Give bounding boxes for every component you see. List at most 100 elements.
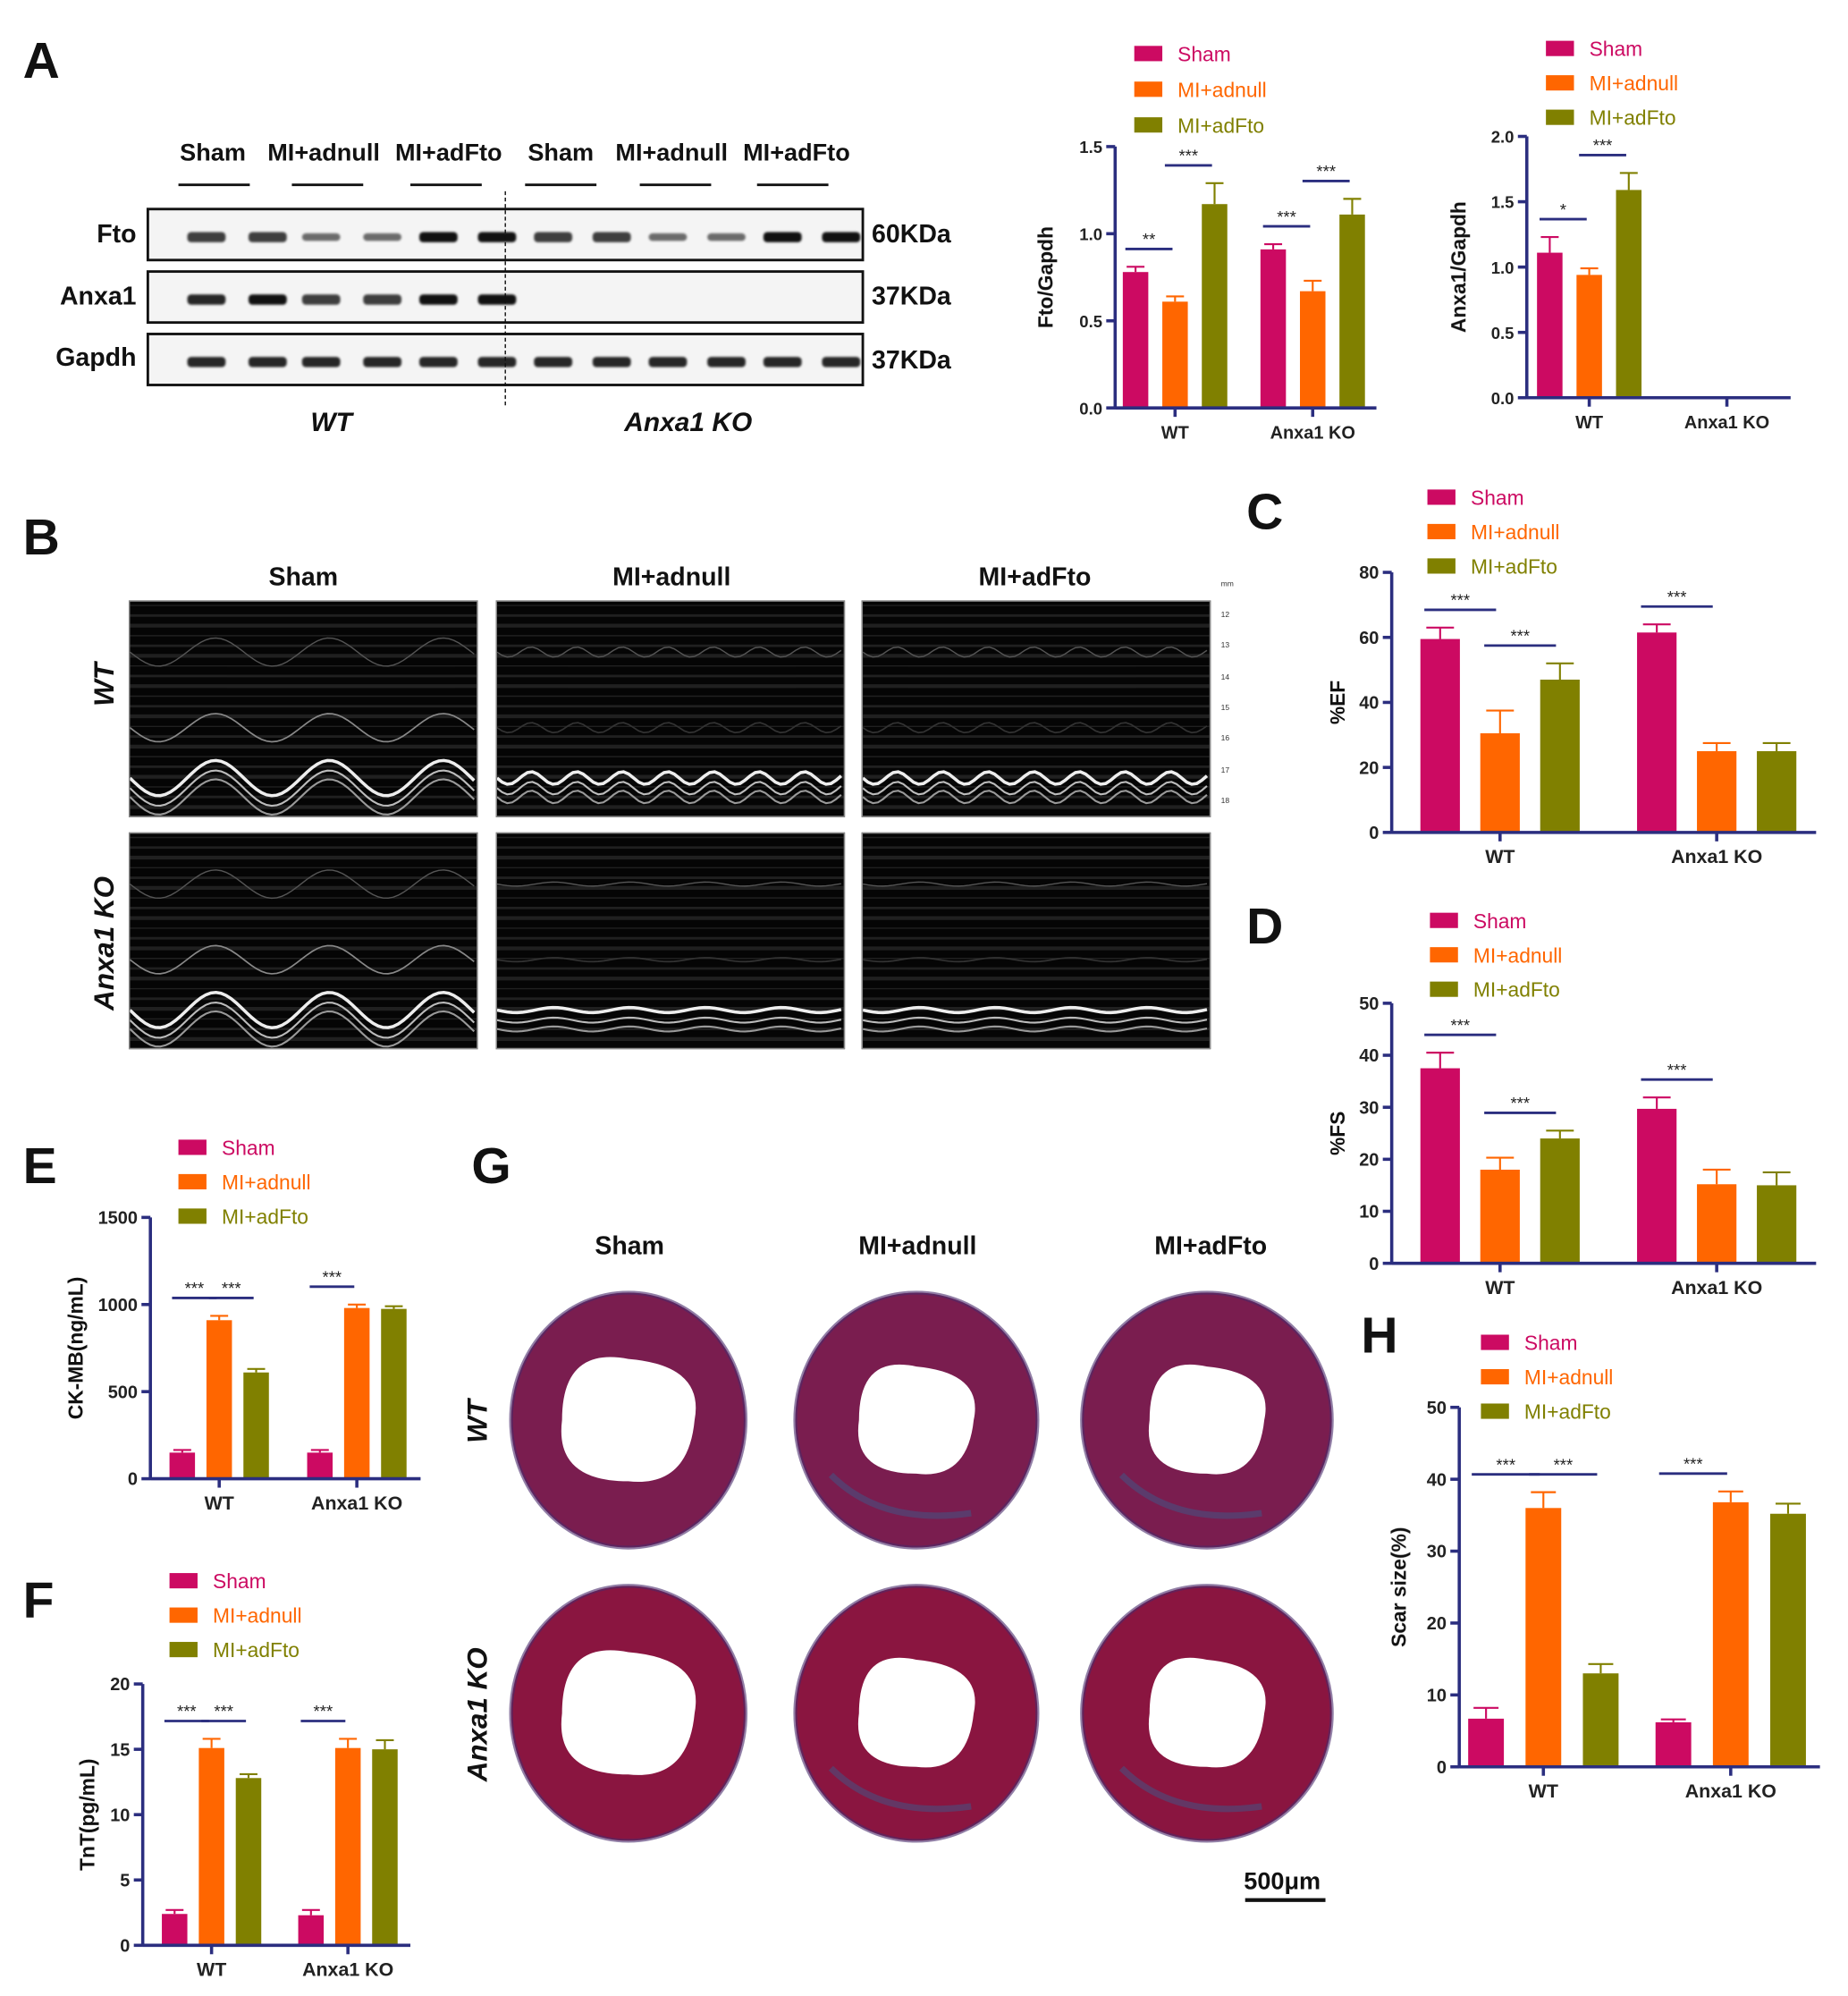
kda-label: 37KDa [872, 283, 951, 311]
legend-label: Sham [213, 1569, 266, 1593]
significance-label: *** [1683, 1455, 1703, 1474]
bar-mi-adnull-wt [198, 1747, 224, 1946]
legend-swatch [1427, 523, 1456, 539]
significance-label: *** [1277, 207, 1296, 226]
x-tick-label: WT [197, 1959, 226, 1981]
x-tick-label: Anxa1 KO [1671, 1277, 1762, 1298]
scale-unit: mm [1220, 581, 1234, 589]
protein-band [301, 233, 341, 241]
legend-swatch [1481, 1403, 1509, 1419]
heart-section-image [1070, 1283, 1344, 1557]
bar-mi-adfto-anxa1-ko [372, 1749, 398, 1946]
bar-mi-adnull-anxa1-ko [1712, 1501, 1749, 1767]
lane-label: MI+adnull [267, 140, 380, 167]
bar-mi-adfto-anxa1-ko [1757, 750, 1797, 833]
x-tick-label: WT [1485, 846, 1515, 867]
legend-label: MI+adnull [1524, 1366, 1613, 1389]
x-tick-label: Anxa1 KO [1270, 423, 1355, 443]
y-tick-label: 1.0 [1491, 258, 1515, 277]
panel-label-h: H [1361, 1307, 1398, 1365]
protein-band [187, 294, 226, 305]
y-axis-label: %EF [1326, 681, 1349, 724]
y-axis-label: Scar size(%) [1387, 1527, 1410, 1647]
significance-label: *** [177, 1702, 197, 1721]
significance-label: *** [222, 1279, 241, 1298]
y-axis-label: Fto/Gapdh [1034, 226, 1057, 328]
protein-band [534, 357, 573, 368]
protein-band [477, 232, 517, 242]
legend-swatch [1546, 75, 1574, 91]
y-tick-label: 10 [1427, 1686, 1447, 1705]
scale-bar [1245, 1898, 1326, 1902]
scale-tick-label: 18 [1220, 798, 1230, 806]
chart-anxa1: Sham MI+adnull MI+adFto WT Anxa1 KO 0.0 0.5 1.0… [1447, 38, 1791, 433]
y-tick-label: 500 [108, 1383, 138, 1402]
y-tick-label: 1.0 [1079, 224, 1102, 243]
legend-label: MI+adFto [1177, 114, 1264, 137]
y-tick-label: 0 [1437, 1758, 1447, 1778]
bar-sham-wt [162, 1914, 188, 1946]
panel-label-e: E [22, 1138, 57, 1195]
heart-section-image [1070, 1577, 1344, 1850]
chart-scar: Sham MI+adnull MI+adFto WT Anxa1 KO 0 10 20 30 40… [1387, 1332, 1820, 1802]
significance-label: *** [1510, 1094, 1530, 1112]
protein-band [763, 232, 802, 242]
significance-label: *** [1450, 591, 1470, 610]
bar-sham-anxa1-ko [1637, 1108, 1677, 1264]
significance-label: *** [185, 1279, 205, 1298]
legend-swatch [178, 1139, 207, 1155]
bar-mi-adfto-anxa1-ko [1339, 214, 1365, 409]
y-axis-label: %FS [1326, 1112, 1349, 1155]
legend-swatch [169, 1573, 198, 1589]
x-tick-label: WT [205, 1493, 234, 1514]
significance-label: * [1560, 200, 1566, 219]
legend-label: Sham [1473, 909, 1527, 933]
bar-mi-adnull-anxa1-ko [1300, 291, 1326, 409]
bar-mi-adnull-wt [1480, 732, 1520, 833]
bar-mi-adnull-anxa1-ko [1697, 1184, 1737, 1264]
chart-fs: Sham MI+adnull MI+adFto WT Anxa1 KO 0 10 20 30 40… [1326, 909, 1817, 1298]
protein-band [592, 357, 631, 368]
heart-section-image [492, 1577, 765, 1850]
legend-label: MI+adFto [213, 1638, 300, 1662]
legend-label: MI+adFto [1471, 554, 1557, 578]
echo-image [495, 832, 846, 1050]
legend-label: Sham [1590, 38, 1643, 61]
y-tick-label: 40 [1427, 1470, 1447, 1490]
significance-label: *** [1667, 588, 1687, 606]
lane-underline [178, 183, 250, 187]
panel-label-c: C [1246, 484, 1284, 541]
legend-swatch [1427, 489, 1456, 505]
protein-label-anxa1: Anxa1 [59, 283, 137, 311]
kda-label: 37KDa [872, 346, 951, 376]
protein-band [648, 357, 688, 368]
legend-swatch [178, 1208, 207, 1224]
protein-band [187, 357, 226, 368]
lane-label: MI+adFto [394, 140, 502, 167]
bar-mi-adnull-anxa1-ko [343, 1307, 370, 1479]
scale-tick-label: 14 [1220, 673, 1230, 682]
y-tick-label: 0 [1369, 824, 1379, 843]
lane-label: Sham [180, 140, 246, 167]
legend-swatch [1427, 558, 1456, 574]
legend-label: MI+adnull [213, 1604, 301, 1628]
protein-band [301, 357, 341, 368]
protein-band [301, 294, 341, 305]
legend-label: MI+adnull [1177, 78, 1266, 101]
y-tick-label: 1.5 [1491, 193, 1515, 212]
scale-tick-label: 12 [1220, 612, 1230, 620]
y-axis-label: Anxa1/Gapdh [1447, 201, 1470, 333]
y-tick-label: 0.5 [1079, 312, 1102, 331]
legend-label: MI+adnull [1590, 72, 1678, 95]
legend-swatch [1546, 40, 1574, 56]
bar-sham-anxa1-ko [307, 1452, 333, 1479]
bar-mi-adfto-wt [1540, 680, 1580, 833]
bar-sham-anxa1-ko [1655, 1721, 1692, 1767]
echo-image [861, 600, 1211, 817]
bar-mi-adfto-wt [243, 1372, 269, 1479]
y-tick-label: 0.5 [1491, 324, 1515, 343]
bar-mi-adfto-wt [1540, 1138, 1580, 1264]
protein-band [822, 357, 861, 368]
protein-band [418, 293, 458, 306]
